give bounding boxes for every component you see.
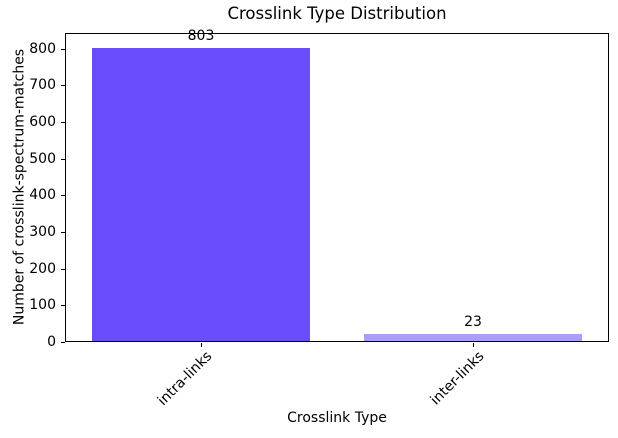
x-axis-label: Crosslink Type [287, 410, 387, 426]
y-tick-mark [61, 85, 65, 86]
y-tick-label: 300 [29, 224, 56, 240]
y-tick-mark [61, 305, 65, 306]
y-tick-label: 600 [29, 114, 56, 130]
y-axis-label: Number of crosslink-spectrum-matches [11, 48, 28, 326]
y-tick-mark [61, 195, 65, 196]
y-tick-mark [61, 232, 65, 233]
y-tick-mark [61, 159, 65, 160]
bar [364, 333, 582, 341]
y-tick-label: 500 [29, 151, 56, 167]
x-tick-mark [201, 343, 202, 347]
x-tick-label: intra-links [155, 348, 216, 409]
bar-value-label: 23 [464, 313, 482, 330]
y-tick-mark [61, 122, 65, 123]
x-tick-label: inter-links [427, 348, 488, 409]
bar [92, 47, 310, 341]
y-tick-label: 700 [29, 77, 56, 93]
y-tick-mark [61, 342, 65, 343]
x-tick-mark [473, 343, 474, 347]
y-tick-label: 400 [29, 187, 56, 203]
chart-title: Crosslink Type Distribution [227, 4, 447, 23]
y-tick-label: 200 [29, 261, 56, 277]
bar-value-label: 803 [187, 27, 215, 44]
y-tick-mark [61, 49, 65, 50]
y-tick-label: 0 [47, 334, 56, 350]
y-tick-mark [61, 269, 65, 270]
y-tick-label: 100 [29, 297, 56, 313]
y-tick-label: 800 [29, 41, 56, 57]
